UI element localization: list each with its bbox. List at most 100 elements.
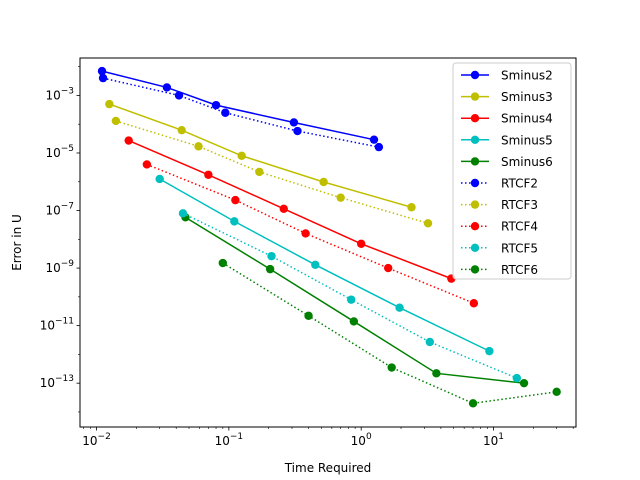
legend-label-rtcf4: RTCF4	[501, 220, 538, 234]
x-tick-label: 100	[351, 432, 372, 448]
data-point-rtcf2	[98, 73, 108, 83]
legend-marker-rtcf4	[470, 222, 480, 231]
legend-marker-rtcf2	[470, 178, 480, 188]
data-point-sminus2	[211, 100, 221, 110]
legend-label-rtcf3: RTCF3	[501, 198, 538, 212]
y-tick-label: 10−7	[45, 202, 74, 218]
y-tick-label: 10−9	[45, 259, 74, 275]
legend-item-sminus2: Sminus2	[461, 69, 553, 83]
plot-frame	[79, 57, 577, 428]
legend-item-rtcf3: RTCF3	[461, 198, 538, 212]
x-tick-exponent: −2	[98, 432, 111, 442]
legend-item-rtcf5: RTCF5	[461, 241, 538, 255]
y-tick-exponent: −13	[55, 374, 74, 384]
legend-item-sminus4: Sminus4	[461, 112, 553, 126]
data-point-rtcf6	[468, 399, 478, 408]
y-tick-base: 10	[45, 146, 60, 160]
legend: Sminus2 Sminus3 Sminus4 Sminus5 Sminus6 RTCF2…	[452, 62, 572, 280]
series-sminus2	[97, 66, 379, 144]
data-point-sminus2	[369, 135, 379, 144]
y-tick-label: 10−11	[40, 317, 74, 333]
x-tick-exponent: −1	[230, 432, 243, 442]
data-point-rtcf6	[218, 258, 228, 268]
x-tick-base: 10	[483, 434, 498, 448]
series-rtcf4	[142, 160, 479, 308]
legend-label-sminus6: Sminus6	[501, 155, 553, 169]
data-point-sminus6	[265, 264, 275, 274]
y-tick-exponent: −7	[61, 202, 74, 212]
y-tick-exponent: −3	[61, 86, 74, 96]
legend-label-sminus2: Sminus2	[501, 69, 553, 83]
legend-marker-sminus5	[470, 135, 480, 144]
legend-item-sminus6: Sminus6	[461, 155, 553, 169]
data-point-rtcf3	[255, 167, 264, 177]
data-point-sminus6	[432, 369, 441, 378]
legend-marker-sminus3	[470, 92, 480, 101]
data-point-rtcf5	[425, 337, 435, 347]
data-point-rtcf2	[174, 91, 184, 100]
data-point-rtcf6	[387, 363, 396, 372]
x-tick-base: 10	[351, 434, 366, 448]
data-point-rtcf4	[384, 263, 393, 273]
y-tick-base: 10	[45, 204, 60, 218]
legend-label-rtcf2: RTCF2	[501, 177, 538, 191]
data-point-sminus3	[237, 151, 246, 160]
legend-label-sminus5: Sminus5	[501, 133, 553, 147]
x-tick-exponent: 1	[498, 432, 504, 442]
y-tick-label: 10−13	[40, 374, 74, 390]
series-line-rtcf2	[102, 77, 380, 148]
data-point-rtcf3	[111, 116, 121, 126]
data-point-sminus4	[279, 204, 288, 213]
legend-item-rtcf6: RTCF6	[461, 263, 538, 277]
legend-marker-rtcf6	[470, 265, 480, 274]
y-tick-base: 10	[45, 261, 60, 275]
data-point-sminus5	[155, 174, 164, 184]
y-tick-exponent: −11	[55, 317, 74, 327]
legend-item-sminus3: Sminus3	[461, 90, 553, 104]
x-tick-base: 10	[215, 434, 230, 448]
data-point-sminus2	[162, 83, 172, 92]
data-point-sminus4	[204, 170, 213, 179]
y-tick-exponent: −9	[61, 259, 75, 269]
data-point-sminus3	[177, 125, 186, 135]
y-axis-label: Error in U	[10, 214, 24, 271]
x-tick-label: 101	[483, 432, 504, 448]
data-point-rtcf3	[194, 142, 203, 151]
legend-item-sminus5: Sminus5	[461, 133, 553, 147]
legend-label-rtcf5: RTCF5	[501, 241, 538, 255]
legend-label-sminus3: Sminus3	[501, 90, 553, 104]
series-sminus3	[105, 99, 416, 212]
legend-marker-sminus4	[470, 114, 480, 123]
series-sminus6	[181, 213, 529, 388]
legend-marker-sminus6	[470, 157, 480, 166]
data-point-rtcf3	[336, 193, 345, 202]
data-point-sminus3	[105, 99, 114, 109]
data-point-sminus5	[395, 303, 404, 312]
legend-item-rtcf2: RTCF2	[461, 177, 538, 191]
data-point-sminus6	[349, 317, 359, 326]
legend-box	[452, 62, 572, 280]
data-point-sminus2	[289, 118, 299, 127]
data-point-rtcf4	[301, 229, 310, 238]
data-point-sminus4	[356, 239, 366, 248]
legend-marker-sminus2	[470, 70, 480, 80]
data-point-rtcf2	[221, 108, 230, 117]
x-tick-exponent: 0	[366, 432, 372, 442]
x-axis-label: Time Required	[284, 461, 372, 475]
series-layer	[97, 66, 561, 408]
data-point-rtcf6	[304, 311, 313, 320]
data-point-rtcf5	[178, 209, 188, 218]
y-tick-exponent: −5	[61, 144, 74, 154]
data-point-sminus3	[407, 203, 416, 212]
data-point-rtcf4	[142, 160, 152, 169]
legend-label-sminus4: Sminus4	[501, 112, 553, 126]
data-point-rtcf2	[374, 142, 384, 152]
legend-label-rtcf6: RTCF6	[501, 263, 538, 277]
data-point-rtcf5	[267, 251, 276, 261]
legend-marker-rtcf3	[470, 200, 480, 209]
series-rtcf5	[178, 209, 522, 383]
y-tick-base: 10	[40, 376, 55, 390]
data-point-rtcf5	[346, 295, 356, 304]
